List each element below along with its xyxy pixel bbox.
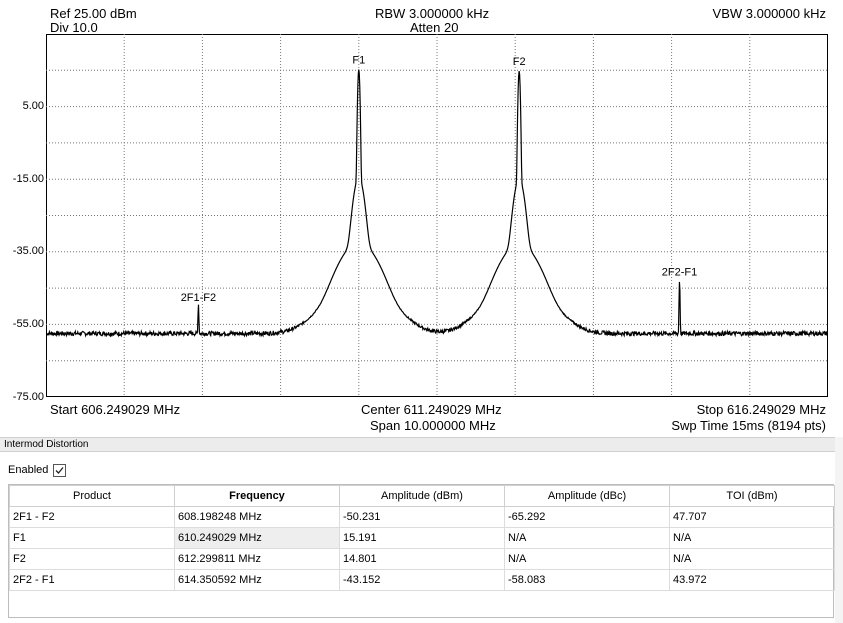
start-freq-label: Start 606.249029 MHz — [50, 402, 181, 417]
cell-toi[interactable]: N/A — [669, 527, 835, 549]
cell-toi[interactable]: N/A — [669, 548, 835, 570]
marker-label-f2: F2 — [513, 56, 526, 68]
cell-frequency[interactable]: 608.198248 MHz — [174, 506, 340, 528]
cell-frequency[interactable]: 610.249029 MHz — [174, 527, 340, 549]
stop-freq-label: Stop 616.249029 MHz — [696, 402, 826, 417]
enabled-checkbox[interactable] — [53, 463, 67, 477]
panel-scrollbar[interactable] — [835, 437, 843, 623]
sweep-time-label: Swp Time 15ms (8194 pts) — [671, 418, 826, 433]
spectrum-trace — [46, 69, 828, 338]
cell-frequency[interactable]: 614.350592 MHz — [174, 569, 340, 591]
atten-label: Atten 20 — [410, 20, 459, 35]
cell-amplitude-dbc[interactable]: N/A — [504, 527, 670, 549]
y-tick-label: 5.00 — [22, 100, 44, 112]
y-tick-label: -15.00 — [12, 173, 44, 185]
cell-amplitude-dbc[interactable]: -65.292 — [504, 506, 670, 528]
table-row[interactable]: 2F1 - F2 608.198248 MHz -50.231 -65.292 … — [9, 506, 835, 528]
table-row[interactable]: F2 612.299811 MHz 14.801 N/A N/A — [9, 548, 835, 570]
plot-grid — [46, 34, 828, 397]
cell-amplitude-dbc[interactable]: -58.083 — [504, 569, 670, 591]
cell-amplitude-dbm[interactable]: -43.152 — [339, 569, 505, 591]
marker-label-im3_low: 2F1-F2 — [181, 292, 216, 304]
cell-amplitude-dbm[interactable]: 15.191 — [339, 527, 505, 549]
cell-frequency[interactable]: 612.299811 MHz — [174, 548, 340, 570]
cell-product[interactable]: F2 — [9, 548, 175, 570]
cell-amplitude-dbc[interactable]: N/A — [504, 548, 670, 570]
table-row[interactable]: 2F2 - F1 614.350592 MHz -43.152 -58.083 … — [9, 569, 835, 591]
vbw-label: VBW 3.000000 kHz — [712, 6, 826, 21]
cell-product[interactable]: 2F1 - F2 — [9, 506, 175, 528]
cell-product[interactable]: F1 — [9, 527, 175, 549]
enabled-toggle[interactable]: Enabled — [8, 463, 67, 477]
rbw-label: RBW 3.000000 kHz — [375, 6, 490, 21]
marker-labels: 2F1-F2 F1 F2 2F2-F1 — [181, 55, 698, 304]
y-tick-label: -35.00 — [12, 245, 44, 257]
cell-toi[interactable]: 47.707 — [669, 506, 835, 528]
cell-product[interactable]: 2F2 - F1 — [9, 569, 175, 591]
cell-amplitude-dbm[interactable]: -50.231 — [339, 506, 505, 528]
column-header-product[interactable]: Product — [9, 485, 175, 507]
column-header-amplitude-dbc[interactable]: Amplitude (dBc) — [504, 485, 670, 507]
table-row[interactable]: F1 610.249029 MHz 15.191 N/A N/A — [9, 527, 835, 549]
table-header-row: Product Frequency Amplitude (dBm) Amplit… — [9, 485, 835, 507]
cell-toi[interactable]: 43.972 — [669, 569, 835, 591]
y-tick-label: -75.00 — [12, 391, 44, 403]
column-header-toi[interactable]: TOI (dBm) — [669, 485, 835, 507]
marker-label-f1: F1 — [352, 55, 365, 67]
spectrum-plot[interactable]: 2F1-F2 F1 F2 2F2-F1 — [46, 34, 828, 397]
marker-label-im3_high: 2F2-F1 — [662, 266, 697, 278]
panel-title: Intermod Distortion — [0, 437, 843, 452]
cell-amplitude-dbm[interactable]: 14.801 — [339, 548, 505, 570]
enabled-label: Enabled — [8, 464, 49, 476]
div-scale-label: Div 10.0 — [50, 20, 98, 35]
column-header-amplitude-dbm[interactable]: Amplitude (dBm) — [339, 485, 505, 507]
checkmark-icon — [55, 466, 64, 474]
center-freq-label: Center 611.249029 MHz — [361, 402, 502, 417]
ref-level-label: Ref 25.00 dBm — [50, 6, 137, 21]
y-tick-label: -55.00 — [12, 318, 44, 330]
column-header-frequency[interactable]: Frequency — [174, 485, 340, 507]
intermod-table[interactable]: Product Frequency Amplitude (dBm) Amplit… — [8, 484, 835, 618]
span-label: Span 10.000000 MHz — [370, 418, 496, 433]
